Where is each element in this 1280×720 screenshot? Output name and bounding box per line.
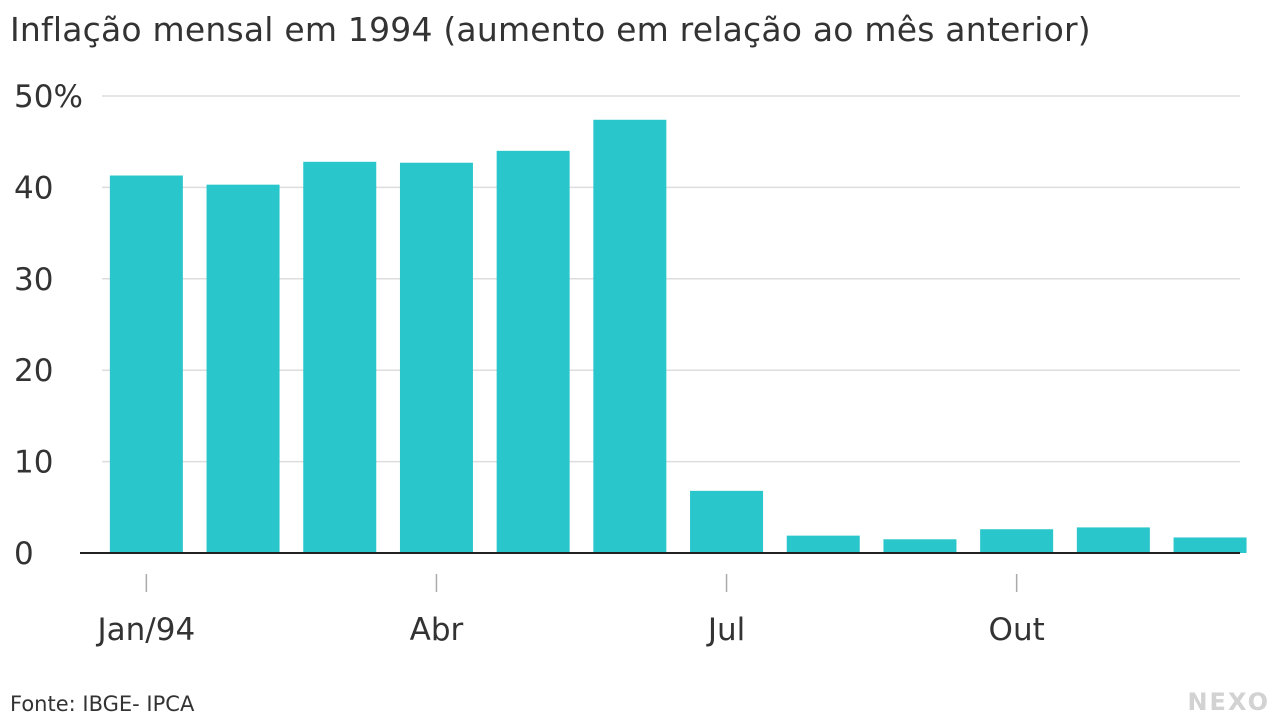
bar-fev xyxy=(206,184,280,553)
bar-ago xyxy=(786,535,860,553)
bar-mai xyxy=(496,150,570,553)
x-tick-label-jul: Jul xyxy=(706,612,745,648)
brand-logo: NEXO xyxy=(1187,688,1270,716)
bar-abr xyxy=(399,162,473,554)
bar-out xyxy=(980,529,1054,553)
y-tick-label-20: 20 xyxy=(14,353,53,389)
bars xyxy=(109,119,1247,554)
x-tick-label-abr: Abr xyxy=(410,612,464,648)
y-tick-label-0: 0 xyxy=(14,536,34,572)
y-tick-label-10: 10 xyxy=(14,445,53,481)
y-axis-labels: 0 10 20 30 40 50% xyxy=(14,79,83,572)
y-tick-label-50: 50% xyxy=(14,79,83,115)
bar-dez xyxy=(1173,537,1247,553)
x-tick-label-out: Out xyxy=(989,612,1045,648)
x-tick-label-jan94: Jan/94 xyxy=(96,612,196,648)
source-note: Fonte: IBGE- IPCA xyxy=(10,692,195,716)
bar-jun xyxy=(593,119,667,553)
chart-title: Inflação mensal em 1994 (aumento em rela… xyxy=(10,10,1091,49)
bar-mar xyxy=(303,161,377,554)
y-tick-label-40: 40 xyxy=(14,170,53,206)
bar-jul xyxy=(690,490,764,553)
bar-set xyxy=(883,539,957,553)
y-tick-label-30: 30 xyxy=(14,262,53,298)
x-axis-labels: Jan/94 Abr Jul Out xyxy=(96,612,1045,648)
bar-jan94 xyxy=(109,175,183,553)
x-axis xyxy=(80,552,1240,592)
grid-lines xyxy=(102,95,1240,463)
bar-nov xyxy=(1076,527,1150,553)
